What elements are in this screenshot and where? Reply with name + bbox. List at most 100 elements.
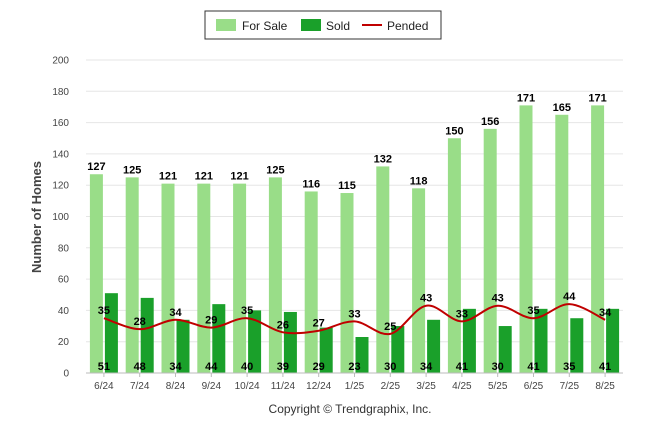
x-tick-label: 4/25 bbox=[452, 381, 472, 392]
label-pended: 35 bbox=[527, 305, 539, 317]
label-for-sale: 116 bbox=[302, 178, 320, 190]
label-pended: 43 bbox=[492, 293, 504, 305]
bar-sold bbox=[104, 293, 118, 373]
y-tick-label: 140 bbox=[52, 149, 69, 160]
bar-sold bbox=[212, 304, 226, 373]
label-pended: 26 bbox=[277, 319, 289, 331]
pended-line-path bbox=[103, 303, 606, 336]
label-pended: 35 bbox=[98, 305, 110, 317]
x-tick-label: 6/24 bbox=[94, 381, 114, 392]
label-for-sale: 121 bbox=[195, 171, 213, 183]
x-axis-ticks: 6/24 7/24 8/24 9/24 10/24 11/24 12/24 1/25 2/25 3… bbox=[94, 373, 615, 392]
y-axis-ticks: 0 20 40 60 80 100 120 140 160 180 200 bbox=[52, 56, 69, 380]
label-sold: 48 bbox=[134, 361, 146, 373]
label-pended: 28 bbox=[134, 316, 146, 328]
y-tick-label: 160 bbox=[52, 118, 69, 129]
bar-for-sale bbox=[268, 177, 282, 373]
pended-line bbox=[103, 303, 606, 336]
legend-label-for-sale: For Sale bbox=[242, 19, 288, 33]
bar-for-sale bbox=[304, 191, 318, 373]
y-tick-label: 100 bbox=[52, 212, 69, 223]
bar-for-sale bbox=[519, 105, 533, 373]
bar-for-sale bbox=[376, 166, 390, 373]
bar-for-sale bbox=[340, 193, 354, 373]
legend-box bbox=[204, 10, 442, 40]
label-for-sale: 125 bbox=[266, 164, 284, 176]
legend: For Sale Sold Pended bbox=[204, 10, 442, 40]
bars bbox=[89, 105, 620, 374]
bar-sold bbox=[176, 319, 190, 373]
x-tick-label: 11/24 bbox=[271, 381, 296, 392]
bar-for-sale bbox=[483, 128, 497, 373]
label-for-sale: 150 bbox=[445, 125, 463, 137]
label-pended: 33 bbox=[348, 308, 360, 320]
x-tick-label: 3/25 bbox=[416, 381, 436, 392]
label-for-sale: 121 bbox=[159, 171, 177, 183]
data-labels: 127 51 35 125 48 28 121 34 34 121 44 29 121 40 35 125 39… bbox=[87, 92, 612, 373]
bar-for-sale bbox=[412, 188, 426, 373]
x-tick-label: 8/25 bbox=[595, 381, 615, 392]
bar-sold bbox=[462, 308, 476, 373]
label-for-sale: 118 bbox=[410, 175, 428, 187]
bar-sold bbox=[427, 319, 441, 373]
bar-sold bbox=[534, 308, 548, 373]
y-tick-label: 80 bbox=[58, 243, 70, 254]
x-tick-label: 5/25 bbox=[488, 381, 508, 392]
label-for-sale: 132 bbox=[374, 153, 392, 165]
gridlines bbox=[86, 59, 623, 343]
y-tick-label: 200 bbox=[52, 56, 69, 67]
label-for-sale: 156 bbox=[481, 116, 499, 128]
x-tick-label: 1/25 bbox=[345, 381, 365, 392]
y-tick-label: 40 bbox=[58, 306, 70, 317]
bar-sold bbox=[606, 308, 620, 373]
label-for-sale: 125 bbox=[123, 164, 141, 176]
label-sold: 41 bbox=[456, 361, 468, 373]
legend-swatch-for-sale bbox=[216, 19, 236, 31]
x-tick-label: 7/24 bbox=[130, 381, 150, 392]
label-sold: 40 bbox=[241, 361, 253, 373]
label-pended: 25 bbox=[384, 321, 396, 333]
label-sold: 23 bbox=[348, 361, 360, 373]
label-for-sale: 171 bbox=[517, 92, 535, 104]
bar-sold bbox=[140, 297, 154, 373]
label-sold: 34 bbox=[169, 361, 182, 373]
legend-swatch-sold bbox=[301, 19, 321, 31]
label-sold: 29 bbox=[313, 361, 325, 373]
label-sold: 41 bbox=[599, 361, 611, 373]
label-sold: 44 bbox=[205, 361, 218, 373]
bar-sold bbox=[248, 310, 262, 373]
y-axis-title: Number of Homes bbox=[29, 161, 44, 273]
bar-sold bbox=[355, 337, 369, 373]
label-pended: 29 bbox=[205, 315, 217, 327]
label-for-sale: 121 bbox=[230, 171, 248, 183]
x-tick-label: 10/24 bbox=[235, 381, 260, 392]
y-tick-label: 120 bbox=[52, 181, 69, 192]
label-pended: 34 bbox=[169, 307, 182, 319]
label-sold: 30 bbox=[492, 361, 504, 373]
label-sold: 41 bbox=[527, 361, 539, 373]
label-pended: 35 bbox=[241, 305, 253, 317]
bar-for-sale bbox=[125, 177, 139, 373]
legend-label-sold: Sold bbox=[326, 19, 350, 33]
bar-for-sale bbox=[591, 105, 605, 373]
x-tick-label: 6/25 bbox=[524, 381, 544, 392]
label-sold: 35 bbox=[563, 361, 575, 373]
bar-sold bbox=[391, 326, 405, 373]
bar-for-sale bbox=[555, 114, 569, 374]
x-tick-label: 12/24 bbox=[306, 381, 331, 392]
x-tick-label: 7/25 bbox=[560, 381, 580, 392]
bar-for-sale bbox=[161, 183, 175, 373]
label-pended: 33 bbox=[456, 308, 468, 320]
bar-sold bbox=[283, 311, 297, 373]
label-pended: 43 bbox=[420, 293, 432, 305]
x-tick-label: 8/24 bbox=[166, 381, 186, 392]
label-for-sale: 165 bbox=[553, 102, 571, 114]
y-tick-label: 20 bbox=[58, 337, 70, 348]
y-tick-label: 0 bbox=[63, 369, 69, 380]
label-pended: 27 bbox=[313, 318, 325, 330]
bar-for-sale bbox=[447, 138, 461, 373]
y-tick-label: 60 bbox=[58, 275, 70, 286]
x-tick-label: 2/25 bbox=[381, 381, 401, 392]
bar-for-sale bbox=[197, 183, 211, 373]
